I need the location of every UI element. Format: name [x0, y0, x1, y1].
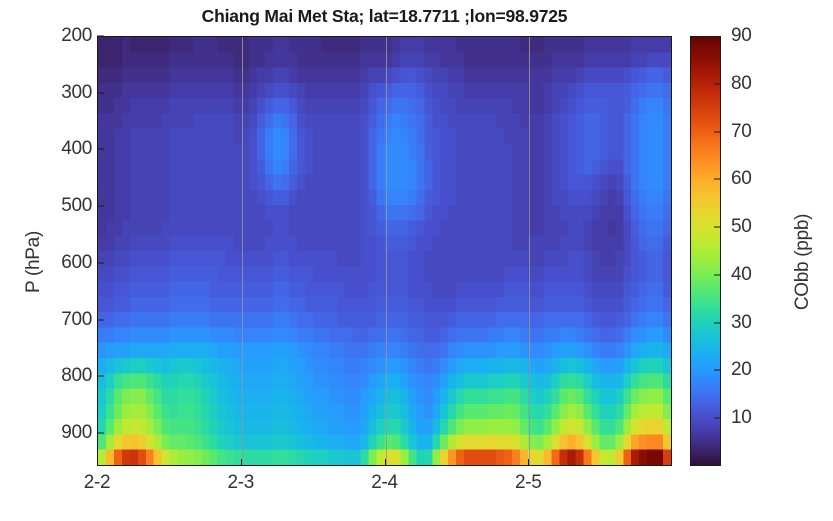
colorbar-gradient	[691, 37, 720, 465]
colorbar-tick-mark	[714, 83, 721, 85]
y-tick-label: 900	[61, 422, 92, 444]
colorbar-tick-mark	[714, 274, 721, 276]
colorbar-tick-label: 10	[731, 407, 752, 429]
y-tick-mark	[97, 432, 104, 434]
y-tick-label: 600	[61, 251, 92, 273]
colorbar-tick-label: 80	[731, 72, 752, 94]
colorbar-tick-mark	[714, 178, 721, 180]
colorbar-tick-mark	[714, 417, 721, 419]
y-tick-mark	[97, 92, 104, 94]
colorbar-tick-label: 40	[731, 263, 752, 285]
x-tick-mark	[240, 459, 242, 466]
x-tick-label: 2-2	[83, 472, 111, 493]
colorbar-tick-label: 50	[731, 216, 752, 238]
y-tick-mark	[97, 262, 104, 264]
colorbar-tick-label: 60	[731, 168, 752, 190]
colorbar-tick-mark	[714, 131, 721, 133]
y-axis-label: P (hPa)	[23, 231, 44, 293]
colorbar-tick-label: 70	[731, 120, 752, 142]
x-tick-label: 2-4	[371, 472, 398, 493]
x-tick-mark	[97, 459, 98, 466]
y-tick-mark	[97, 205, 104, 207]
chart-title: Chiang Mai Met Sta; lat=18.7711 ;lon=98.…	[201, 6, 568, 26]
colorbar-tick-label: 30	[731, 311, 752, 333]
colorbar-tick-mark	[714, 226, 721, 228]
y-tick-label: 400	[61, 138, 92, 160]
heatmap-axes	[97, 36, 672, 466]
colorbar-tick-mark	[714, 369, 721, 371]
y-tick-mark	[97, 375, 104, 377]
y-tick-label: 200	[61, 25, 92, 46]
x-tick-label: 2-5	[514, 472, 542, 493]
colorbar	[690, 36, 721, 466]
colorbar-tick-label: 90	[731, 25, 752, 46]
x-tick-mark	[384, 459, 386, 466]
x-tick-label: 2-3	[227, 472, 255, 493]
colorbar-tick-mark	[714, 322, 721, 324]
y-tick-mark	[97, 319, 104, 321]
x-tick-mark	[528, 459, 530, 466]
colorbar-label: CObb (ppb)	[792, 213, 813, 311]
y-tick-label: 700	[61, 308, 92, 330]
y-tick-label: 500	[61, 195, 92, 217]
y-tick-label: 800	[61, 365, 92, 387]
colorbar-tick-label: 20	[731, 359, 752, 381]
heatmap-canvas	[98, 37, 671, 465]
y-tick-mark	[97, 148, 104, 150]
y-tick-label: 300	[61, 81, 92, 103]
y-tick-mark	[97, 35, 104, 37]
